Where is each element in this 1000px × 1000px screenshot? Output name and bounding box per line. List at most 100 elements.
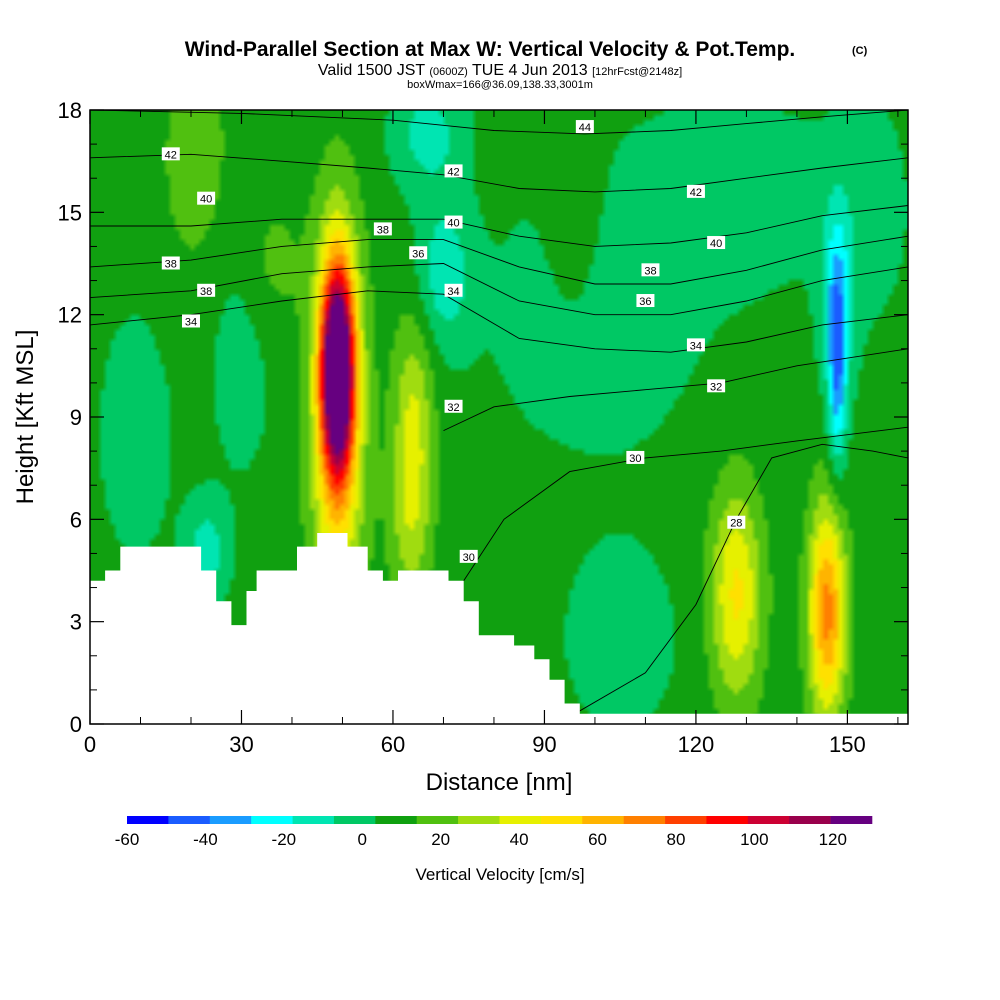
theta-contour-30	[463, 426, 908, 581]
colorbar: -60 -40 -20 0 20 40 60 80 100 120	[115, 816, 873, 849]
valid-zulu: (0600Z)	[429, 66, 468, 78]
contour-label: 32	[707, 379, 726, 393]
contour-label-text: 32	[710, 381, 722, 393]
contour-label: 38	[373, 222, 392, 236]
colorbar-swatch	[499, 816, 542, 824]
x-tick-label: 60	[381, 732, 405, 757]
contour-label: 38	[161, 256, 180, 271]
y-axis-label: Height [Kft MSL]	[12, 330, 39, 505]
y-tick-label: 0	[70, 712, 82, 737]
valid-forecast: [12hrFcst@2148z]	[592, 66, 682, 78]
contour-label-text: 44	[579, 122, 591, 134]
x-axis: 0 30 60 90 120 150	[84, 110, 899, 757]
contour-label: 40	[197, 191, 216, 206]
contour-label: 28	[727, 515, 746, 530]
contour-label: 34	[444, 283, 463, 298]
contour-label-text: 34	[690, 340, 702, 352]
contour-label: 44	[575, 120, 594, 134]
x-tick-label: 90	[532, 732, 556, 757]
contour-label-text: 40	[447, 218, 459, 230]
colorbar-tick-label: 120	[819, 830, 847, 849]
colorbar-tick-label: -60	[115, 830, 140, 849]
contour-label: 32	[444, 399, 463, 414]
contour-label-text: 34	[185, 316, 197, 328]
title-block: Wind-Parallel Section at Max W: Vertical…	[185, 38, 868, 91]
contour-label: 30	[626, 450, 645, 465]
colorbar-tick-label: 80	[666, 830, 685, 849]
contour-label: 38	[197, 283, 216, 298]
colorbar-swatch	[830, 816, 873, 824]
contour-label-text: 34	[447, 286, 459, 298]
y-tick-label: 6	[70, 507, 82, 532]
contour-label: 36	[636, 294, 655, 308]
colorbar-swatch	[209, 816, 252, 824]
box-info: boxWmax=166@36.09,138.33,3001m	[407, 79, 593, 91]
colorbar-swatch	[416, 816, 459, 824]
contour-label: 34	[181, 314, 200, 328]
colorbar-tick-label: -20	[272, 830, 297, 849]
y-tick-label: 15	[58, 200, 82, 225]
contour-label-text: 36	[639, 296, 651, 308]
plot-area: 42 40 38 38 34 38 36 34 42 40 44 42 40 38 36 34 32 32 30 28…	[89, 109, 909, 725]
contour-label-text: 36	[412, 248, 424, 260]
contour-label-text: 28	[730, 518, 742, 530]
colorbar-swatch	[292, 816, 335, 824]
x-tick-label: 120	[678, 732, 715, 757]
colorbar-swatch	[623, 816, 666, 824]
contour-label-text: 42	[447, 166, 459, 178]
y-tick-label: 12	[58, 303, 82, 328]
y-tick-label: 3	[70, 610, 82, 635]
theta-contour-40	[90, 205, 908, 247]
colorbar-tick-label: 0	[358, 830, 367, 849]
copyright-mark: (C)	[852, 45, 868, 57]
contour-label-text: 40	[200, 194, 212, 206]
colorbar-swatch	[127, 816, 169, 824]
contour-label-text: 42	[690, 187, 702, 199]
colorbar-swatch	[665, 816, 707, 824]
colorbar-tick-label: 20	[431, 830, 450, 849]
x-tick-label: 150	[829, 732, 866, 757]
colorbar-tick-label: 60	[588, 830, 607, 849]
y-tick-label: 18	[58, 98, 82, 123]
colorbar-swatch	[458, 816, 500, 824]
contour-label: 34	[686, 338, 705, 352]
valid-date: TUE 4 Jun 2013	[472, 62, 588, 79]
contour-label: 30	[459, 549, 478, 564]
colorbar-swatch	[747, 816, 790, 824]
theta-contour-42	[90, 153, 908, 193]
contour-label-text: 38	[377, 224, 389, 236]
theta-contour-36	[90, 263, 908, 316]
theta-contour-28	[574, 443, 908, 715]
colorbar-swatch	[251, 816, 293, 824]
contour-label: 40	[444, 215, 463, 230]
colorbar-swatch	[540, 816, 583, 824]
contour-label-text: 38	[644, 265, 656, 277]
chart-title: Wind-Parallel Section at Max W: Vertical…	[185, 38, 796, 61]
contour-label: 42	[161, 147, 180, 161]
theta-contour-32	[443, 348, 908, 432]
contour-label-text: 42	[165, 149, 177, 161]
colorbar-label: Vertical Velocity [cm/s]	[415, 865, 584, 884]
colorbar-swatch	[375, 816, 418, 824]
theta-contour-38	[90, 235, 908, 285]
colorbar-swatch	[789, 816, 831, 824]
contour-label: 42	[686, 184, 705, 199]
contour-label: 40	[707, 236, 726, 250]
colorbar-swatch	[333, 816, 376, 824]
contour-label-text: 30	[629, 453, 641, 465]
contour-label-text: 30	[463, 552, 475, 564]
contour-label-text: 38	[165, 259, 177, 271]
colorbar-swatch	[706, 816, 749, 824]
colorbar-tick-label: 100	[740, 830, 768, 849]
contour-labels: 42 40 38 38 34 38 36 34 42 40 44 42 40 38 36 34 32 32 30 28…	[161, 120, 746, 564]
contour-label: 36	[409, 246, 428, 260]
colorbar-swatch	[582, 816, 624, 824]
contour-label: 38	[641, 263, 660, 277]
x-axis-label: Distance [nm]	[426, 769, 573, 796]
contour-label-text: 32	[447, 402, 459, 414]
terrain-mask	[90, 533, 908, 724]
x-tick-label: 0	[84, 732, 96, 757]
y-tick-label: 9	[70, 405, 82, 430]
